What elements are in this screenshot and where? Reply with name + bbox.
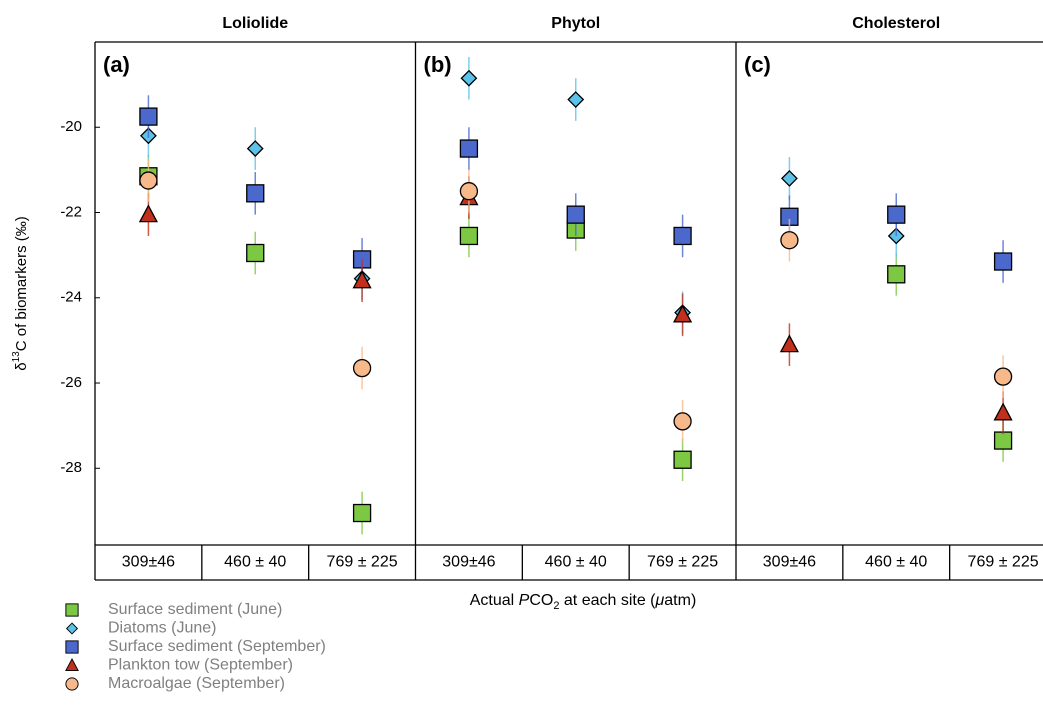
- marker-triangle: [138, 204, 158, 223]
- category-label: 769 ± 225: [647, 554, 718, 571]
- marker-triangle: [779, 334, 799, 353]
- panel-title: Loliolide: [222, 15, 288, 32]
- marker-square: [139, 107, 158, 126]
- y-axis-label: δ13C of biomarkers (‰): [11, 216, 30, 371]
- legend-label: Macroalgae (September): [108, 675, 285, 692]
- marker-circle: [780, 231, 799, 250]
- x-label-part: Actual: [470, 592, 519, 609]
- marker-diamond: [567, 91, 585, 108]
- marker-diamond: [460, 69, 478, 87]
- marker-diamond: [780, 169, 798, 187]
- x-label-part: CO: [529, 592, 553, 609]
- panel-label: (c): [744, 52, 771, 77]
- marker-triangle: [673, 304, 693, 323]
- legend-marker: [65, 640, 79, 654]
- legend-marker: [65, 622, 79, 635]
- x-axis-label: Actual PCO2 at each site (μatm): [470, 592, 697, 612]
- marker-square: [566, 205, 585, 224]
- marker-square: [993, 252, 1013, 271]
- x-label-part: at each site (: [559, 592, 656, 609]
- legend-marker: [65, 658, 79, 672]
- y-label-prefix: δ: [13, 362, 30, 370]
- x-label-part: P: [519, 592, 530, 609]
- marker-square: [887, 205, 906, 224]
- marker-square: [352, 503, 372, 523]
- x-label-part: μ: [655, 592, 665, 609]
- marker-square: [459, 226, 479, 246]
- y-tick-label: -24: [60, 289, 82, 306]
- panel-title: Phytol: [551, 15, 600, 32]
- category-label: 460 ± 40: [865, 554, 927, 571]
- marker-circle: [673, 412, 692, 431]
- y-tick-label: -20: [60, 118, 82, 135]
- legend-marker: [65, 677, 79, 691]
- panel-title: Cholesterol: [852, 15, 940, 32]
- x-label-part: atm): [664, 592, 696, 609]
- panel-label: (a): [103, 52, 130, 77]
- marker-square: [887, 265, 906, 284]
- legend-label: Surface sediment (September): [108, 638, 326, 655]
- x-label-part: 2: [553, 600, 559, 612]
- y-tick-label: -28: [60, 459, 82, 476]
- y-tick-label: -26: [60, 374, 82, 391]
- marker-circle: [993, 367, 1013, 386]
- marker-square: [246, 184, 265, 203]
- marker-square: [673, 450, 692, 469]
- legend-label: Surface sediment (June): [108, 601, 282, 618]
- y-tick-label: -22: [60, 203, 82, 220]
- category-label: 309±46: [763, 554, 816, 571]
- category-label: 769 ± 225: [968, 554, 1039, 571]
- category-label: 460 ± 40: [545, 554, 607, 571]
- marker-square: [459, 139, 479, 158]
- y-label-sup: 13: [11, 351, 22, 363]
- y-label-rest: C of biomarkers (‰): [13, 216, 30, 351]
- marker-triangle: [352, 270, 372, 289]
- marker-diamond: [246, 140, 264, 157]
- category-label: 309±46: [122, 554, 175, 571]
- category-label: 309±46: [442, 554, 495, 571]
- category-label: 460 ± 40: [224, 554, 286, 571]
- marker-circle: [352, 358, 372, 378]
- marker-triangle: [993, 402, 1013, 421]
- legend-label: Plankton tow (September): [108, 657, 293, 674]
- marker-circle: [139, 171, 158, 190]
- marker-circle: [459, 182, 479, 201]
- panel-label: (b): [424, 52, 452, 77]
- marker-square: [246, 243, 265, 263]
- marker-square: [673, 226, 692, 246]
- marker-square: [993, 431, 1013, 450]
- legend-label: Diatoms (June): [108, 620, 216, 637]
- legend-marker: [65, 603, 79, 617]
- category-label: 769 ± 225: [327, 554, 398, 571]
